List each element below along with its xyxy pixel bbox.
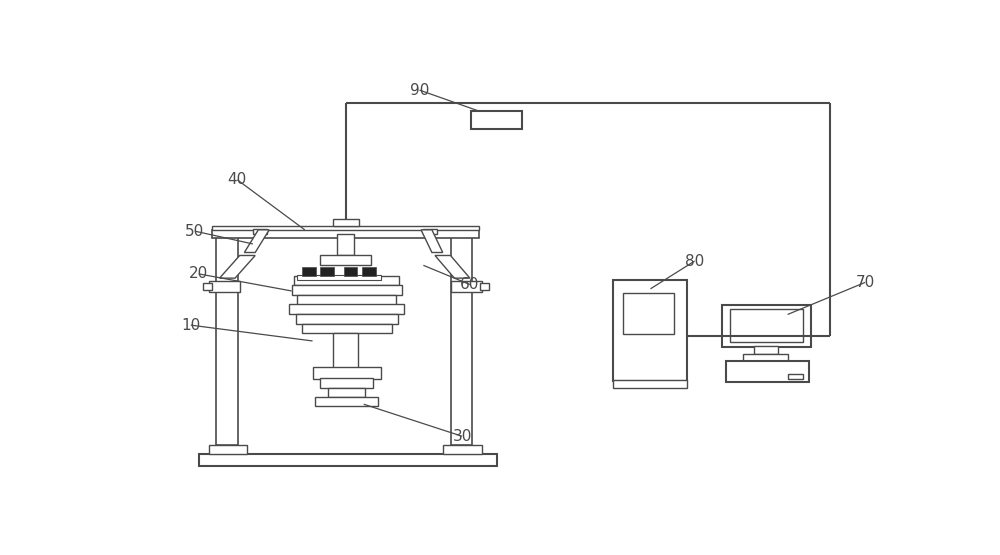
Text: 20: 20 [189,266,208,281]
Bar [743,354,788,361]
Text: 50: 50 [185,224,204,239]
Bar [333,333,358,368]
Bar [297,275,381,280]
Bar [788,374,803,379]
Text: 30: 30 [452,429,472,444]
Text: 10: 10 [181,317,200,332]
Bar [726,361,809,382]
Bar [297,295,396,305]
Polygon shape [421,230,443,253]
Bar [613,280,687,381]
Bar [623,293,674,334]
Bar [199,454,497,466]
Bar [480,283,489,290]
Bar [320,266,334,276]
Bar [471,110,522,129]
Bar [450,231,472,445]
Bar [294,276,399,285]
Bar [302,266,316,276]
Polygon shape [209,281,240,292]
Bar [423,229,437,234]
Bar [754,346,778,354]
Text: 70: 70 [856,275,875,290]
Bar [313,367,381,379]
Bar [292,285,402,295]
Text: 40: 40 [228,173,247,188]
Bar [315,396,378,406]
Bar [443,445,482,454]
Text: 90: 90 [410,83,429,98]
Bar [362,266,376,276]
Text: 80: 80 [685,254,704,269]
Bar [253,229,267,234]
Bar [344,266,357,276]
Bar [216,231,238,445]
Bar [212,225,479,230]
Bar [337,234,354,255]
Polygon shape [244,230,269,253]
Polygon shape [450,281,482,292]
Bar [320,255,371,265]
Bar [209,445,247,454]
Bar [730,309,803,342]
Bar [333,219,359,225]
Polygon shape [220,255,255,278]
Bar [289,304,404,315]
Bar [722,305,811,346]
Bar [202,283,212,290]
Bar [320,378,373,388]
Bar [613,380,687,388]
Bar [296,315,398,324]
Bar [328,387,365,397]
Bar [212,230,479,238]
Text: 60: 60 [460,277,480,292]
Polygon shape [435,255,470,278]
Bar [302,324,392,333]
